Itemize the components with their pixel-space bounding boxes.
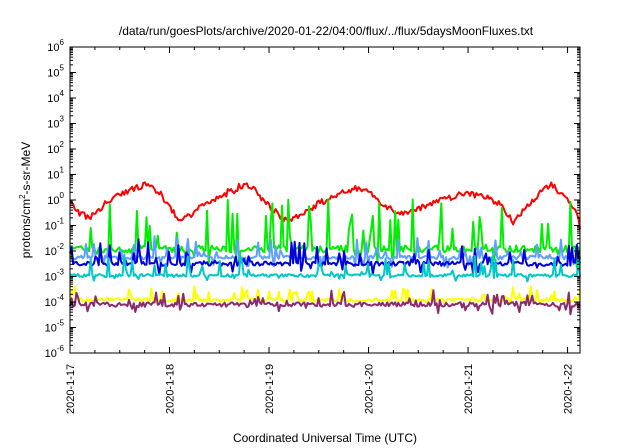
- series-line-7: [69, 289, 581, 316]
- series-line-1: [69, 181, 581, 230]
- x-tick-label: 2020-1-22: [563, 364, 575, 414]
- series-group: [69, 181, 581, 316]
- y-tick-label: 10-2: [45, 242, 65, 258]
- y-tick-label: 101: [47, 166, 64, 182]
- series-line-5: [69, 253, 581, 283]
- y-tick-label: 10-6: [45, 344, 65, 360]
- x-axis: 2020-1-17 2020-1-18 2020-1-19 2020-1-20 2020…: [65, 47, 575, 414]
- x-tick-label: 2020-1-20: [364, 364, 376, 414]
- y-tick-label: 104: [47, 89, 64, 105]
- y-tick-label: 105: [47, 64, 64, 80]
- plot-frame: [69, 46, 581, 354]
- y-tick-label: 102: [47, 140, 64, 156]
- x-tick-label: 2020-1-17: [65, 364, 77, 414]
- y-tick-label: 100: [47, 191, 64, 207]
- x-axis-label: Coordinated Universal Time (UTC): [233, 431, 417, 445]
- x-tick-label: 2020-1-18: [165, 364, 177, 414]
- y-tick-label: 103: [47, 115, 64, 131]
- y-axis-label: protons/cm2-s-sr-MeV: [18, 142, 33, 258]
- y-tick-label: 10-3: [45, 268, 65, 284]
- y-tick-label: 10-4: [45, 293, 65, 309]
- x-tick-label: 2020-1-19: [264, 364, 276, 414]
- x-tick-label: 2020-1-21: [463, 364, 475, 414]
- y-tick-label: 10-1: [45, 217, 65, 233]
- chart-title: /data/run/goesPlots/archive/2020-01-22/0…: [119, 24, 534, 38]
- y-axis: 10-6 10-5 10-4 10-3 10-2 10-1 100 101 102 103 104 1…: [45, 38, 580, 360]
- y-tick-label: 106: [47, 38, 64, 54]
- y-tick-label: 10-5: [45, 319, 65, 335]
